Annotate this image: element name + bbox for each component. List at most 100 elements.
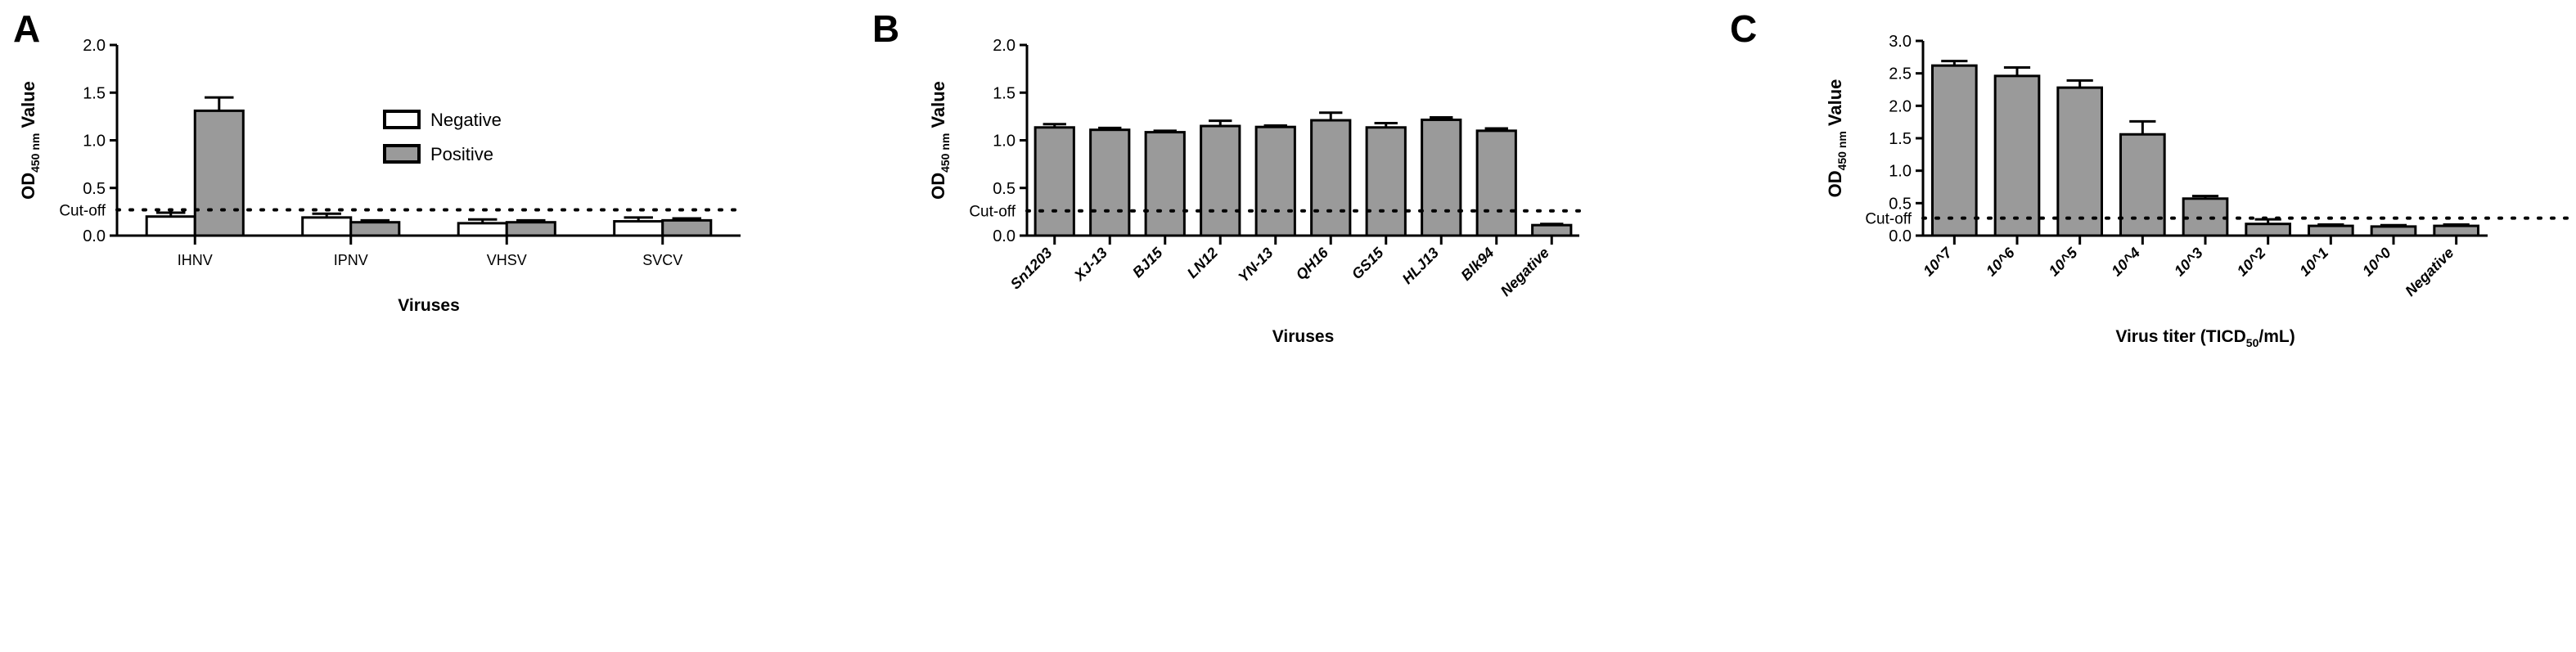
svg-text:HLJ13: HLJ13 bbox=[1399, 245, 1442, 287]
svg-text:10^6: 10^6 bbox=[1983, 244, 2019, 280]
x-category-label: GS15 bbox=[1349, 244, 1387, 282]
x-category-label: 10^7 bbox=[1920, 244, 1956, 280]
svg-text:Negative: Negative bbox=[1497, 245, 1552, 299]
y-axis-title: OD450 nm Value bbox=[928, 81, 952, 200]
svg-text:XJ-13: XJ-13 bbox=[1070, 245, 1110, 285]
x-category-label: Negative bbox=[1497, 245, 1552, 299]
svg-text:BJ15: BJ15 bbox=[1129, 244, 1166, 281]
svg-text:0.5: 0.5 bbox=[1889, 195, 1912, 213]
chart-c: 0.0 0.5 1.0 1.5 2.0 2.5 3.0 OD450 nm Value Cut-o… bbox=[1825, 33, 2571, 349]
legend-swatch bbox=[383, 144, 421, 164]
svg-text:1.5: 1.5 bbox=[83, 84, 106, 102]
bar bbox=[2119, 133, 2166, 237]
svg-text:LN12: LN12 bbox=[1184, 245, 1221, 281]
bar bbox=[1931, 64, 1978, 237]
x-category-label: HLJ13 bbox=[1399, 245, 1442, 287]
svg-text:10^1: 10^1 bbox=[2296, 245, 2331, 280]
panel-c: C 0.0 0.5 1.0 1.5 2.0 2.5 3.0 OD450 nm Value Cut… bbox=[1718, 0, 2576, 652]
bar bbox=[2308, 224, 2354, 237]
svg-text:3.0: 3.0 bbox=[1889, 33, 1912, 51]
bar bbox=[457, 222, 508, 237]
bar bbox=[1310, 119, 1352, 237]
x-category-label: 10^5 bbox=[2046, 244, 2082, 280]
bar bbox=[301, 216, 353, 237]
x-category-label: Negative bbox=[2402, 245, 2457, 299]
svg-text:1.0: 1.0 bbox=[1889, 163, 1912, 181]
svg-text:GS15: GS15 bbox=[1349, 244, 1387, 282]
x-category-label: 10^3 bbox=[2171, 245, 2206, 280]
svg-text:0.5: 0.5 bbox=[993, 180, 1016, 198]
bar bbox=[1200, 124, 1241, 237]
svg-text:0.0: 0.0 bbox=[1889, 227, 1912, 245]
svg-text:2.0: 2.0 bbox=[1889, 97, 1912, 115]
svg-text:QH16: QH16 bbox=[1293, 244, 1332, 283]
svg-text:OD450 nm Value: OD450 nm Value bbox=[18, 81, 42, 200]
x-category-label: QH16 bbox=[1293, 244, 1332, 283]
chart-a: 0.0 0.5 1.0 1.5 2.0 OD450 nm Value Cut-off IHNV… bbox=[18, 37, 742, 315]
bar bbox=[661, 218, 713, 237]
x-category-label: SVCV bbox=[642, 252, 682, 268]
svg-text:0.0: 0.0 bbox=[993, 227, 1016, 245]
svg-text:Blk94: Blk94 bbox=[1457, 245, 1497, 284]
svg-text:0.0: 0.0 bbox=[83, 227, 106, 245]
x-axis-title: Viruses bbox=[1272, 327, 1335, 346]
x-category-label: IPNV bbox=[334, 252, 368, 268]
panel-letter-a: A bbox=[13, 7, 41, 50]
bar bbox=[2245, 223, 2291, 237]
panel-letter-c: C bbox=[1730, 7, 1758, 50]
bar bbox=[2433, 224, 2479, 237]
svg-text:Cut-off: Cut-off bbox=[1865, 211, 1912, 228]
bar bbox=[1993, 74, 2041, 237]
y-axis-title: OD450 nm Value bbox=[1825, 79, 1849, 198]
svg-text:10^4: 10^4 bbox=[2108, 245, 2143, 280]
svg-text:2.0: 2.0 bbox=[993, 37, 1016, 55]
bar bbox=[2056, 86, 2104, 237]
bar bbox=[1144, 131, 1186, 237]
svg-text:Sn1203: Sn1203 bbox=[1007, 245, 1056, 293]
bar bbox=[349, 221, 401, 237]
svg-text:10^0: 10^0 bbox=[2359, 245, 2394, 280]
y-axis-title: OD450 nm Value bbox=[18, 81, 42, 200]
bar bbox=[1254, 125, 1296, 237]
x-category-label: XJ-13 bbox=[1070, 245, 1110, 285]
legend-label: Negative bbox=[430, 110, 502, 130]
panel-letter-b: B bbox=[872, 7, 900, 50]
svg-text:10^2: 10^2 bbox=[2234, 245, 2269, 280]
legend-swatch bbox=[383, 110, 421, 129]
svg-text:Negative: Negative bbox=[2402, 245, 2457, 299]
bar bbox=[2182, 197, 2229, 237]
x-category-label: Sn1203 bbox=[1007, 245, 1056, 293]
x-category-label: Blk94 bbox=[1457, 245, 1497, 284]
bar bbox=[505, 221, 556, 237]
x-category-label: BJ15 bbox=[1129, 244, 1166, 281]
svg-text:2.0: 2.0 bbox=[83, 37, 106, 55]
svg-text:10^5: 10^5 bbox=[2046, 244, 2082, 280]
svg-text:1.0: 1.0 bbox=[993, 133, 1016, 151]
svg-text:0.5: 0.5 bbox=[83, 180, 106, 198]
svg-text:Cut-off: Cut-off bbox=[59, 203, 106, 220]
svg-text:Cut-off: Cut-off bbox=[969, 204, 1016, 221]
x-category-label: 10^4 bbox=[2108, 245, 2143, 280]
x-category-label: VHSV bbox=[487, 252, 527, 268]
svg-text:1.5: 1.5 bbox=[993, 84, 1016, 102]
bar bbox=[613, 220, 664, 237]
x-category-label: 10^6 bbox=[1983, 244, 2019, 280]
x-category-label: IHNV bbox=[178, 252, 213, 268]
svg-text:1.5: 1.5 bbox=[1889, 130, 1912, 148]
svg-text:2.5: 2.5 bbox=[1889, 65, 1912, 83]
x-axis-title: Virus titer (TICD50/mL) bbox=[2115, 327, 2295, 349]
svg-text:OD450 nm Value: OD450 nm Value bbox=[1825, 79, 1849, 198]
x-axis-title: Viruses bbox=[398, 296, 460, 315]
bar bbox=[1421, 118, 1462, 237]
bar bbox=[1089, 128, 1131, 237]
legend-label: Positive bbox=[430, 144, 493, 164]
bar bbox=[145, 215, 196, 237]
bar bbox=[193, 109, 245, 237]
svg-text:YN-13: YN-13 bbox=[1235, 245, 1276, 286]
x-category-label: 10^1 bbox=[2296, 245, 2331, 280]
bar bbox=[1475, 129, 1517, 237]
bar bbox=[1034, 126, 1075, 237]
svg-text:1.0: 1.0 bbox=[83, 133, 106, 151]
bar bbox=[1365, 126, 1407, 237]
